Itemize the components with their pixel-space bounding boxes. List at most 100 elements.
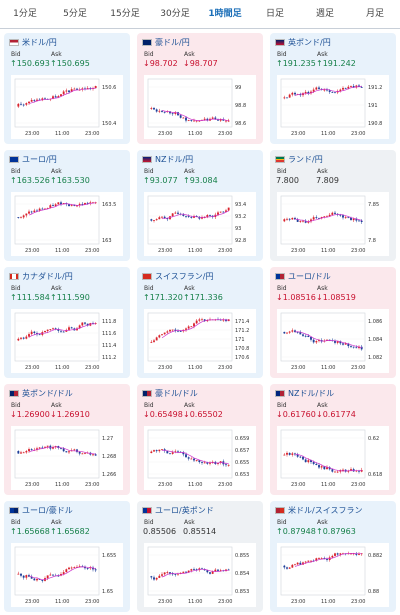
- candle-body: [355, 85, 358, 88]
- pair-name-link[interactable]: NZドル/ドル: [275, 388, 334, 399]
- x-tick-label: 23:00: [351, 599, 365, 605]
- candle-body: [203, 118, 206, 120]
- ask-price: ↑163.530: [50, 176, 90, 185]
- candle-body: [174, 112, 177, 114]
- candlestick-chart[interactable]: 7.85 7.8 23:00 11:00 23:00: [277, 192, 389, 256]
- ask-price: ↑171.336: [183, 293, 223, 302]
- currency-card[interactable]: ユーロ/豪ドル Bid Ask ↑1.65668 ↑1.65682 1.655 1.65 23…: [4, 501, 130, 612]
- currency-card[interactable]: 豪ドル/ドル Bid Ask ↓0.65498 ↓0.65502 0.659 0.657 0.…: [137, 384, 263, 495]
- candlestick-chart[interactable]: 0.882 0.88 23:00 11:00 23:00: [277, 543, 389, 607]
- candle-body: [78, 325, 81, 329]
- candle-body: [150, 576, 153, 578]
- candle-body: [187, 457, 190, 459]
- candle-body: [65, 451, 68, 453]
- candlestick-chart[interactable]: 93.4 93.2 93 92.8 23:00 11:00 23:00: [144, 192, 256, 256]
- currency-card[interactable]: 米ドル/円 Bid Ask ↑150.693 ↑150.695 150.6 150.4 23:…: [4, 33, 130, 144]
- pair-name-link[interactable]: 英ポンド/ドル: [9, 388, 73, 399]
- currency-card[interactable]: ユーロ/英ポンド Bid Ask 0.85506 0.85514 0.855 0.854 0.…: [137, 501, 263, 612]
- bid-label: Bid: [277, 519, 287, 526]
- candlestick-chart[interactable]: 111.8 111.6 111.4 111.2 23:00 11:00 23:00: [11, 309, 123, 373]
- currency-card[interactable]: 米ドル/スイスフラン Bid Ask ↑0.87948 ↑0.87963 0.882 0.8…: [270, 501, 396, 612]
- candlestick-chart[interactable]: 99 98.8 98.6 23:00 11:00 23:00: [144, 75, 256, 139]
- chart-plot-frame: [280, 429, 366, 479]
- candle-body: [158, 449, 161, 452]
- candle-body: [155, 450, 158, 452]
- candlestick-chart[interactable]: 0.62 0.618 23:00 11:00 23:00: [277, 426, 389, 490]
- candle-body: [219, 319, 222, 321]
- candle-body: [198, 460, 201, 463]
- currency-card[interactable]: ランド/円 Bid Ask 7.800 7.809 7.85 7.8 23:00 11:00 23…: [270, 150, 396, 261]
- candlestick-chart[interactable]: 1.27 1.268 1.266 23:00 11:00 23:00: [11, 426, 123, 490]
- candle-body: [358, 346, 360, 349]
- candle-body: [92, 454, 94, 456]
- pair-name-link[interactable]: 豪ドル/円: [142, 37, 190, 48]
- candle-body: [68, 327, 70, 330]
- currency-card[interactable]: ユーロ/ドル Bid Ask ↓1.08516 ↓1.08519 1.086 1.084 1.…: [270, 267, 396, 378]
- candle-body: [339, 553, 342, 555]
- chart-plot-frame: [147, 78, 233, 128]
- pair-name-link[interactable]: NZドル/円: [142, 154, 193, 165]
- candlestick-chart[interactable]: 1.655 1.65 23:00 11:00 23:00: [11, 543, 123, 607]
- candle-body: [33, 331, 36, 333]
- candlestick-chart[interactable]: 0.659 0.657 0.655 0.653 23:00 11:00 23:00: [144, 426, 256, 490]
- chart-plot-frame: [280, 78, 366, 128]
- currency-card[interactable]: ユーロ/円 Bid Ask ↑163.526 ↑163.530 163.5 163 23:00…: [4, 150, 130, 261]
- y-tick-label: 0.655: [235, 460, 249, 466]
- pair-name-link[interactable]: ユーロ/英ポンド: [142, 505, 214, 516]
- candle-body: [328, 90, 331, 92]
- candlestick-chart[interactable]: 171.4 171.2 171 170.8 170.6 23:00 11:00 23:00: [144, 309, 256, 373]
- pair-name-link[interactable]: ユーロ/円: [9, 154, 57, 165]
- x-tick-label: 11:00: [188, 482, 202, 488]
- currency-card[interactable]: NZドル/円 Bid Ask ↑93.077 ↑93.084 93.4 93.2 93 92.8…: [137, 150, 263, 261]
- pair-name-link[interactable]: 英ポンド/円: [275, 37, 331, 48]
- bid-price: ↓0.65498: [143, 410, 183, 419]
- pair-name-link[interactable]: ユーロ/豪ドル: [9, 505, 73, 516]
- candlestick-chart[interactable]: 191.2 191 190.8 23:00 11:00 23:00: [277, 75, 389, 139]
- tab-timeframe-4[interactable]: 1時間足: [208, 9, 242, 19]
- candle-body: [334, 340, 336, 343]
- currency-card[interactable]: スイスフラン/円 Bid Ask ↑171.320 ↑171.336 171.4 171.2…: [137, 267, 263, 378]
- candle-body: [217, 212, 219, 215]
- pair-name-link[interactable]: スイスフラン/円: [142, 271, 213, 282]
- pair-name: ユーロ/英ポンド: [155, 506, 214, 515]
- pair-name-link[interactable]: ユーロ/ドル: [275, 271, 331, 282]
- tab-timeframe-2[interactable]: 15分足: [110, 9, 140, 19]
- pair-name-link[interactable]: 豪ドル/ドル: [142, 388, 198, 399]
- currency-card[interactable]: 英ポンド/ドル Bid Ask ↓1.26900 ↓1.26910 1.27 1.268 1.…: [4, 384, 130, 495]
- ask-label: Ask: [317, 168, 328, 175]
- tab-timeframe-0[interactable]: 1分足: [13, 9, 37, 19]
- eu-flag-icon: [9, 156, 19, 163]
- candlestick-chart[interactable]: 0.855 0.854 0.853 23:00 11:00 23:00: [144, 543, 256, 607]
- tab-timeframe-1[interactable]: 5分足: [63, 9, 87, 19]
- currency-card[interactable]: 英ポンド/円 Bid Ask ↑191.235 ↑191.242 191.2 191 190.…: [270, 33, 396, 144]
- currency-card[interactable]: NZドル/ドル Bid Ask ↓0.61760 ↓0.61774 0.62 0.618 23…: [270, 384, 396, 495]
- tab-timeframe-6[interactable]: 週足: [315, 9, 334, 19]
- candle-body: [294, 92, 296, 95]
- candle-body: [225, 120, 227, 122]
- chart-plot-frame: [14, 312, 100, 362]
- candlestick-chart[interactable]: 163.5 163 23:00 11:00 23:00: [11, 192, 123, 256]
- candlestick-chart[interactable]: 150.6 150.4 23:00 11:00 23:00: [11, 75, 123, 139]
- candle-body: [76, 328, 78, 331]
- candle-body: [302, 220, 304, 222]
- pair-name-link[interactable]: ランド/円: [275, 154, 323, 165]
- pair-name-link[interactable]: 米ドル/円: [9, 37, 57, 48]
- moving-average-line: [28, 202, 96, 216]
- candle-body: [195, 120, 198, 122]
- tab-timeframe-7[interactable]: 月足: [365, 9, 384, 19]
- currency-card[interactable]: カナダドル/円 Bid Ask ↑111.584 ↑111.590 111.8 111.6 1…: [4, 267, 130, 378]
- candle-body: [307, 335, 310, 338]
- candlestick-chart[interactable]: 1.086 1.084 1.082 23:00 11:00 23:00: [277, 309, 389, 373]
- candle-body: [57, 575, 60, 577]
- currency-card[interactable]: 豪ドル/円 Bid Ask ↓98.702 ↓98.707 99 98.8 98.6 23:00…: [137, 33, 263, 144]
- bid-label: Bid: [11, 168, 21, 175]
- candle-body: [84, 453, 86, 455]
- pair-name-link[interactable]: カナダドル/円: [9, 271, 73, 282]
- pair-name-link[interactable]: 米ドル/スイスフラン: [275, 505, 362, 516]
- tab-timeframe-3[interactable]: 30分足: [160, 9, 190, 19]
- candle-body: [339, 341, 342, 344]
- tab-timeframe-5[interactable]: 日足: [265, 9, 284, 19]
- moving-average-line: [294, 331, 362, 348]
